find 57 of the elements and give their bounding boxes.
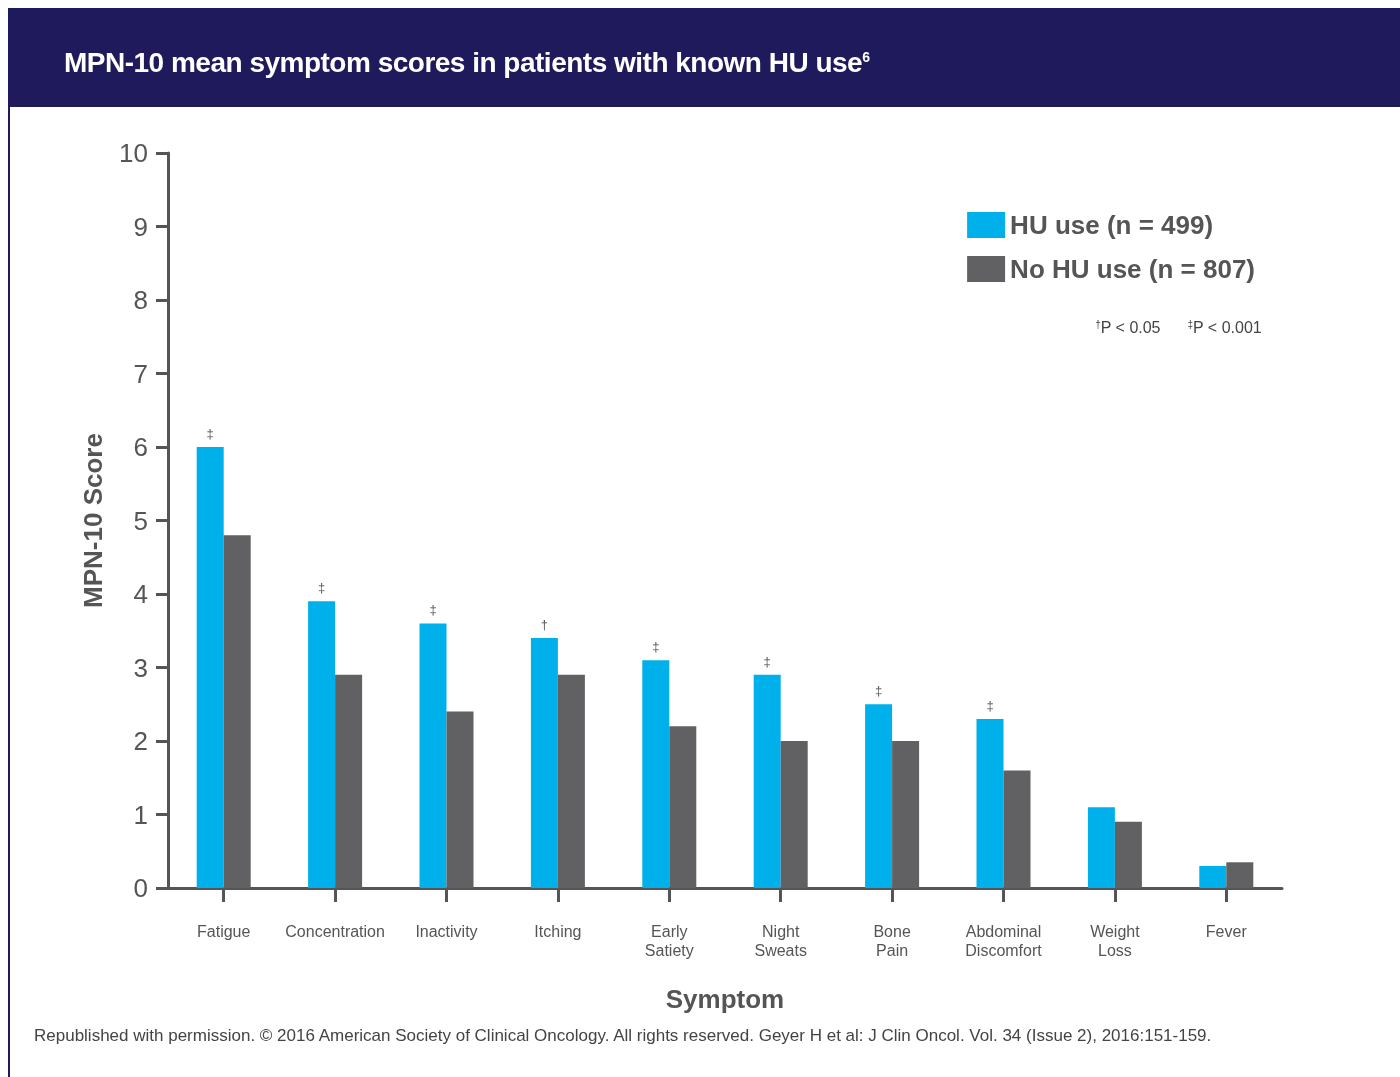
legend-label: No HU use (n = 807) (1010, 254, 1256, 284)
legend-label: HU use (n = 499) (1010, 210, 1214, 240)
bar (419, 623, 447, 888)
annotation: ‡ (986, 697, 994, 713)
bar (642, 660, 670, 888)
x-tick-label: Fatigue (197, 923, 251, 940)
annotation: † (540, 617, 549, 633)
bar (308, 601, 336, 888)
text: Republished with permission. © 2016 American Society of Clinical Oncology. All rights reserved. Geyer H et al: J Clin Oncol. Vol. 34 (Issue 2), 2016:151-159. (34, 1025, 1213, 1047)
x-tick-label: Early Satiety (644, 923, 694, 959)
x-tick-label: Inactivity (415, 923, 478, 940)
y-tick-label: 7 (133, 358, 148, 389)
y-axis-title: MPN-10 Score (78, 433, 108, 608)
chart-title: MPN-10 mean symptom scores in patients with known HU use$^{6}$ (8, 8, 1400, 107)
bar (223, 535, 251, 888)
y-tick-label: 6 (133, 432, 148, 462)
x-tick-label: Itching (534, 923, 582, 940)
y-tick-label: 0 (133, 873, 148, 903)
x-tick-label: Bone Pain (873, 923, 911, 959)
bar (976, 718, 1004, 888)
y-tick-label: 10 (119, 138, 148, 168)
bar (1114, 821, 1142, 888)
bar (753, 674, 781, 888)
annotation: ‡ (652, 639, 660, 655)
bar (335, 674, 363, 888)
annotation: ‡ (317, 580, 326, 596)
y-tick-label: 1 (133, 799, 148, 830)
annotation: ‡ (429, 602, 437, 618)
bar (669, 726, 697, 888)
bar (530, 638, 558, 888)
x-axis-title: Symptom (665, 984, 785, 1014)
annotation: ‡P < 0.001 (1187, 318, 1262, 336)
bar (1226, 862, 1254, 888)
bar (1087, 807, 1115, 888)
y-tick-label: 3 (133, 652, 148, 683)
y-tick-label: 5 (133, 505, 148, 536)
bar (446, 711, 474, 888)
y-tick-label: 2 (133, 726, 148, 756)
x-tick-label: Fever (1205, 923, 1248, 940)
x-tick-label: Weight Loss (1090, 923, 1141, 959)
bar (1199, 865, 1227, 888)
bar (780, 741, 808, 888)
bar (557, 674, 585, 888)
annotation: ‡ (206, 426, 214, 441)
x-tick-label: Concentration (285, 923, 385, 940)
bar (196, 447, 224, 888)
y-tick-label: 8 (133, 285, 148, 315)
y-tick-label: 4 (133, 579, 148, 609)
x-tick-label: Night Sweats (754, 923, 807, 959)
bar (865, 704, 893, 888)
bar (892, 741, 920, 888)
bar (1003, 770, 1031, 888)
annotation: †P < 0.05 (1095, 318, 1188, 336)
x-tick-label: Abdominal Discomfort (965, 923, 1043, 959)
annotation: ‡ (874, 683, 883, 699)
annotation: ‡ (763, 653, 771, 669)
y-tick-label: 9 (133, 211, 148, 242)
